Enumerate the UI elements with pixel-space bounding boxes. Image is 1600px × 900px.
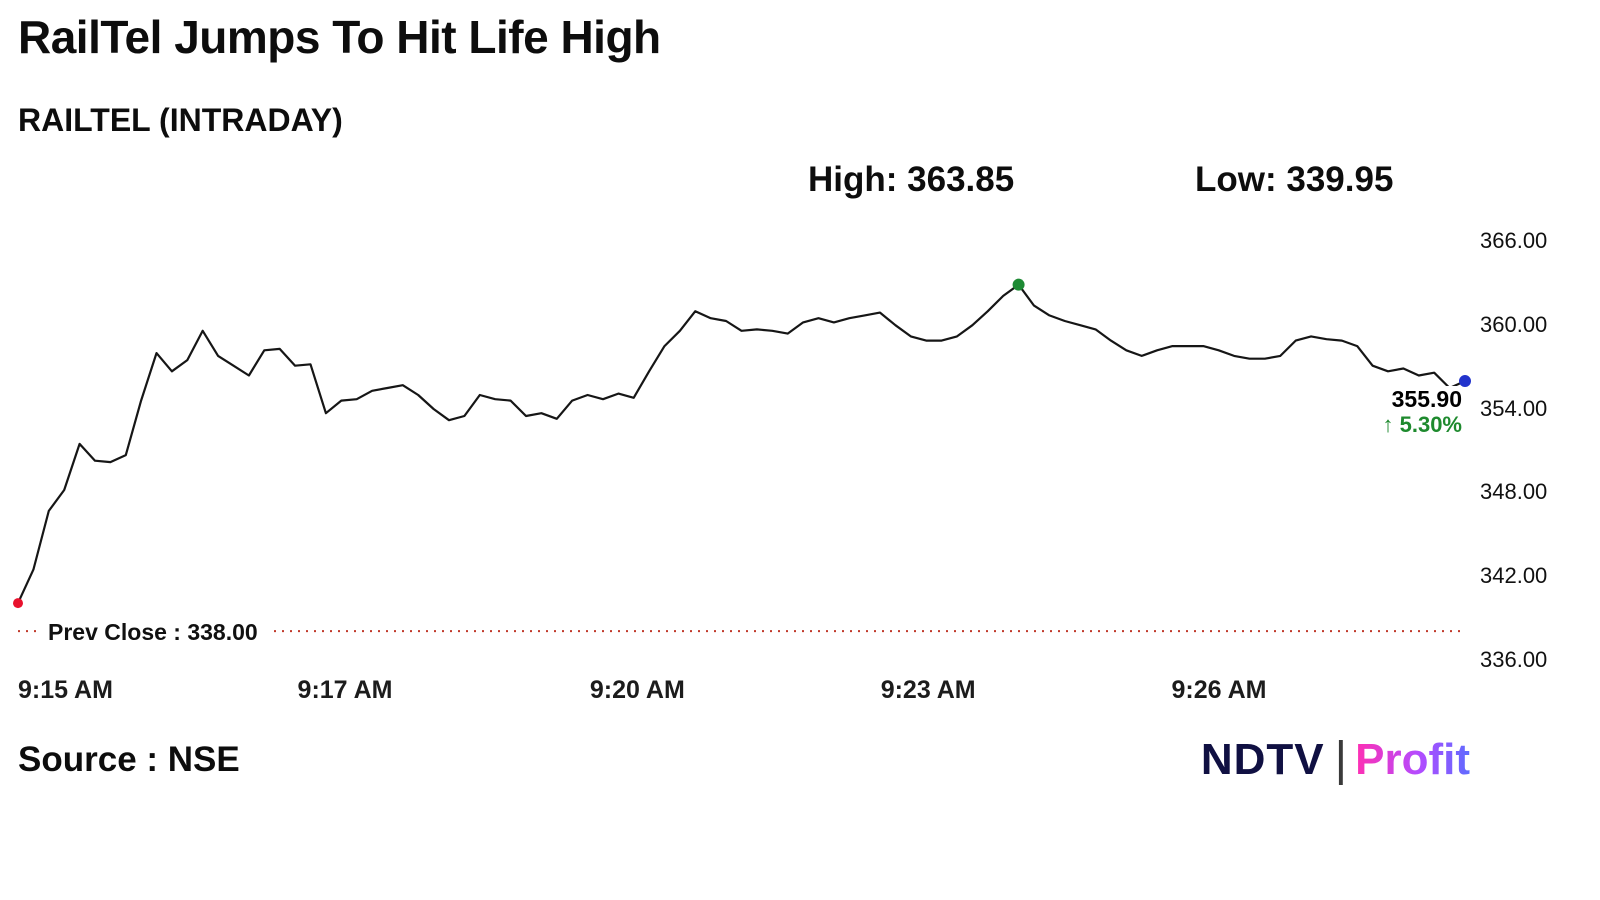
x-axis-label: 9:15 AM <box>18 676 113 704</box>
logo-separator: | <box>1334 733 1348 786</box>
x-axis-label: 9:23 AM <box>880 676 976 704</box>
chart-subtitle: RAILTEL (INTRADAY) <box>18 102 343 138</box>
ndtv-logo-text: NDTV <box>1200 734 1325 784</box>
ndtv-profit-logo: NDTV | Profit <box>1201 732 1470 787</box>
last-price-label: 355.90 ↑ 5.30% <box>1382 386 1462 438</box>
y-axis-label: 366.00 <box>1480 227 1548 253</box>
last-marker-dot <box>1459 375 1471 388</box>
x-axis-label: 9:17 AM <box>297 676 393 704</box>
y-axis-label: 342.00 <box>1480 563 1548 589</box>
profit-logo-text: Profit <box>1355 734 1470 784</box>
last-price-value: 355.90 <box>1382 386 1462 413</box>
y-axis-label: 360.00 <box>1480 311 1548 337</box>
price-line <box>16 283 1467 605</box>
y-axis-label: 336.00 <box>1480 647 1548 672</box>
change-percent: 5.30% <box>1399 412 1462 438</box>
high-stat: High: 363.85 <box>808 160 1015 199</box>
high-marker-dot <box>1012 278 1025 291</box>
x-axis-label: 9:20 AM <box>589 676 685 704</box>
x-axis-label: 9:26 AM <box>1171 676 1267 704</box>
open-marker-dot <box>13 598 23 609</box>
last-price-change: ↑ 5.30% <box>1382 412 1462 437</box>
y-axis-label: 354.00 <box>1480 395 1548 421</box>
up-arrow-icon: ↑ <box>1382 412 1394 438</box>
y-axis-label: 348.00 <box>1480 479 1548 505</box>
source-text: Source : NSE <box>18 740 240 779</box>
low-stat: Low: 339.95 <box>1195 160 1394 199</box>
page-title: RailTel Jumps To Hit Life High <box>18 11 661 63</box>
prev-close-label: Prev Close : 338.00 <box>38 619 268 646</box>
